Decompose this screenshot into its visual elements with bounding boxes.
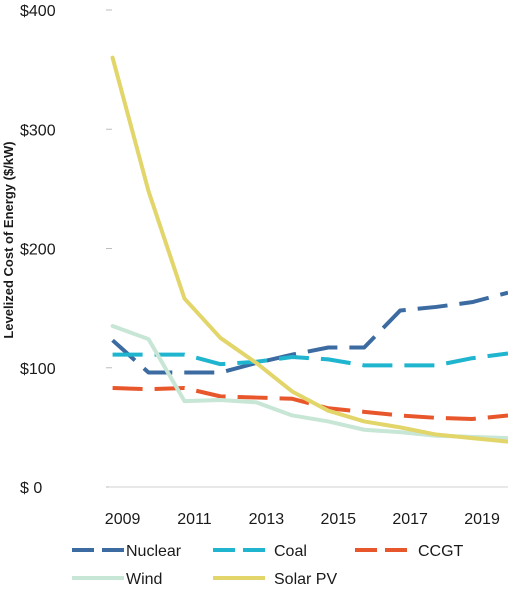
series-lines — [110, 55, 508, 444]
y-tick-label: $200 — [20, 242, 56, 259]
y-tick-label: $ 0 — [20, 480, 42, 497]
legend: Nuclear Coal CCGT Wind Solar PV — [72, 543, 464, 588]
y-axis-label: Levelized Cost of Energy ($/kW) — [1, 141, 16, 338]
legend-label-coal: Coal — [274, 543, 307, 560]
legend-label-solar-pv: Solar PV — [274, 571, 337, 588]
legend-label-ccgt: CCGT — [418, 543, 464, 560]
x-axis-ticks: 2009 2011 2013 2015 2017 2019 — [105, 511, 500, 528]
legend-label-wind: Wind — [126, 571, 162, 588]
x-tick-label: 2011 — [177, 511, 212, 528]
y-axis-ticks: $ 0 $100 $200 $300 $400 — [20, 3, 112, 497]
y-tick-label: $300 — [20, 122, 56, 139]
series-line-coal — [112, 351, 508, 368]
x-tick-label: 2013 — [249, 511, 285, 528]
x-tick-label: 2015 — [320, 511, 356, 528]
x-tick-label: 2019 — [464, 511, 500, 528]
series-line-wind — [110, 324, 508, 441]
legend-label-nuclear: Nuclear — [126, 543, 182, 560]
x-tick-label: 2017 — [392, 511, 428, 528]
series-line-solar-pv — [110, 55, 508, 444]
x-tick-label: 2009 — [105, 511, 141, 528]
y-tick-label: $400 — [20, 3, 56, 20]
series-line-nuclear — [111, 290, 508, 375]
series-line-ccgt — [112, 386, 508, 422]
y-tick-label: $100 — [20, 361, 56, 378]
y-axis-label-group: Levelized Cost of Energy ($/kW) — [1, 141, 16, 338]
